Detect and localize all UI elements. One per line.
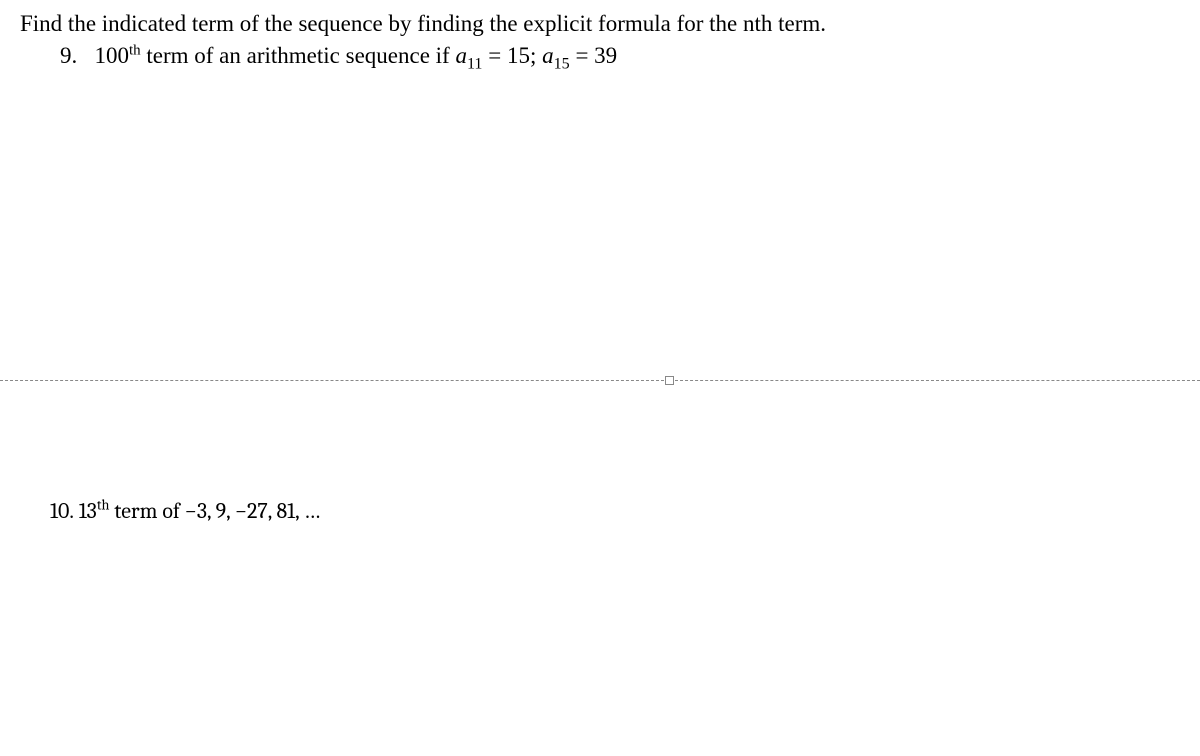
- divider-line-left: [0, 380, 664, 381]
- divider-line-right: [675, 380, 1200, 381]
- problem-10-prefix: 13: [79, 498, 97, 524]
- problem-9-eq2: = 39: [570, 43, 617, 68]
- section-divider: [0, 375, 1200, 385]
- problem-9-number: 9.: [60, 43, 77, 68]
- problem-9-sub2: 15: [554, 56, 570, 73]
- problem-10-container: 10. 13th term of −3, 9, −27, 81, …: [0, 450, 1200, 524]
- problem-9-var2: a: [542, 43, 554, 68]
- problem-10-sup: th: [97, 497, 110, 514]
- problem-10-rest: term of −3, 9, −27, 81, …: [109, 498, 320, 524]
- problem-9-sub1: 11: [467, 56, 483, 73]
- instruction-text: Find the indicated term of the sequence …: [20, 8, 1180, 40]
- problem-9: 9. 100th term of an arithmetic sequence …: [60, 40, 1180, 72]
- divider-handle[interactable]: [665, 376, 674, 385]
- problem-9-var1: a: [455, 43, 467, 68]
- problem-9-mid: term of an arithmetic sequence if: [141, 43, 456, 68]
- problem-9-sup: th: [129, 43, 141, 59]
- problem-10: 10. 13th term of −3, 9, −27, 81, …: [50, 498, 1200, 524]
- problem-10-number: 10.: [50, 498, 74, 524]
- problem-9-prefix: 100: [95, 43, 130, 68]
- document-content: Find the indicated term of the sequence …: [0, 0, 1200, 80]
- problem-9-eq1: = 15;: [482, 43, 542, 68]
